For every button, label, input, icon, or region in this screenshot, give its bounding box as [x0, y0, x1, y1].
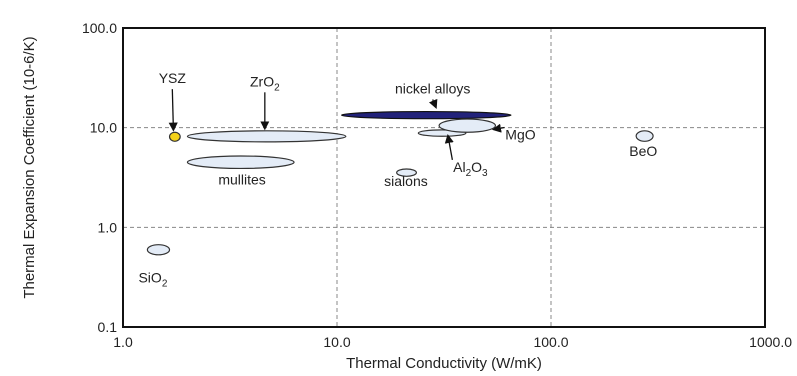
material-labels: YSZ ZrO2 nickel alloys Al2O3 MgO mullites sial… [138, 70, 657, 289]
plot-frame [122, 27, 766, 328]
label-nickel-alloys: nickel alloys [395, 81, 470, 97]
y-tick-label: 0.1 [98, 319, 118, 335]
region-sio2 [146, 244, 171, 256]
label-mgo: MgO [505, 127, 535, 143]
chart-marks [146, 110, 654, 256]
x-tick-label: 1.0 [113, 334, 133, 350]
x-axis-title: Thermal Conductivity (W/mK) [346, 355, 542, 372]
region-nickel-alloys [340, 110, 512, 120]
y-axis-title: Thermal Expansion Coefficient (10-6/K) [21, 36, 38, 298]
arrow-al2o3 [444, 133, 454, 161]
region-ysz [168, 131, 181, 142]
label-al2o3: Al2O3 [453, 159, 488, 179]
label-zro2: ZrO2 [250, 73, 280, 93]
label-ysz: YSZ [159, 70, 187, 86]
region-beo [635, 130, 654, 142]
label-sialons: sialons [384, 173, 428, 189]
x-tick-label: 10.0 [323, 334, 350, 350]
label-mullites: mullites [218, 171, 265, 187]
region-zro2 [186, 130, 347, 143]
region-mullites [186, 155, 295, 170]
arrow-ysz [168, 89, 178, 132]
arrow-nickel-alloys [428, 98, 438, 110]
label-sio2: SiO2 [138, 269, 167, 289]
y-tick-label: 1.0 [98, 219, 118, 235]
grid [123, 28, 765, 327]
x-tick-label: 100.0 [533, 334, 568, 350]
y-tick-label: 100.0 [82, 20, 117, 36]
arrow-mgo [491, 123, 505, 133]
region-mgo [438, 118, 497, 133]
x-tick-label: 1000.0 [749, 334, 792, 350]
y-tick-label: 10.0 [90, 120, 117, 136]
label-beo: BeO [629, 143, 657, 159]
region-sialons [396, 168, 418, 177]
